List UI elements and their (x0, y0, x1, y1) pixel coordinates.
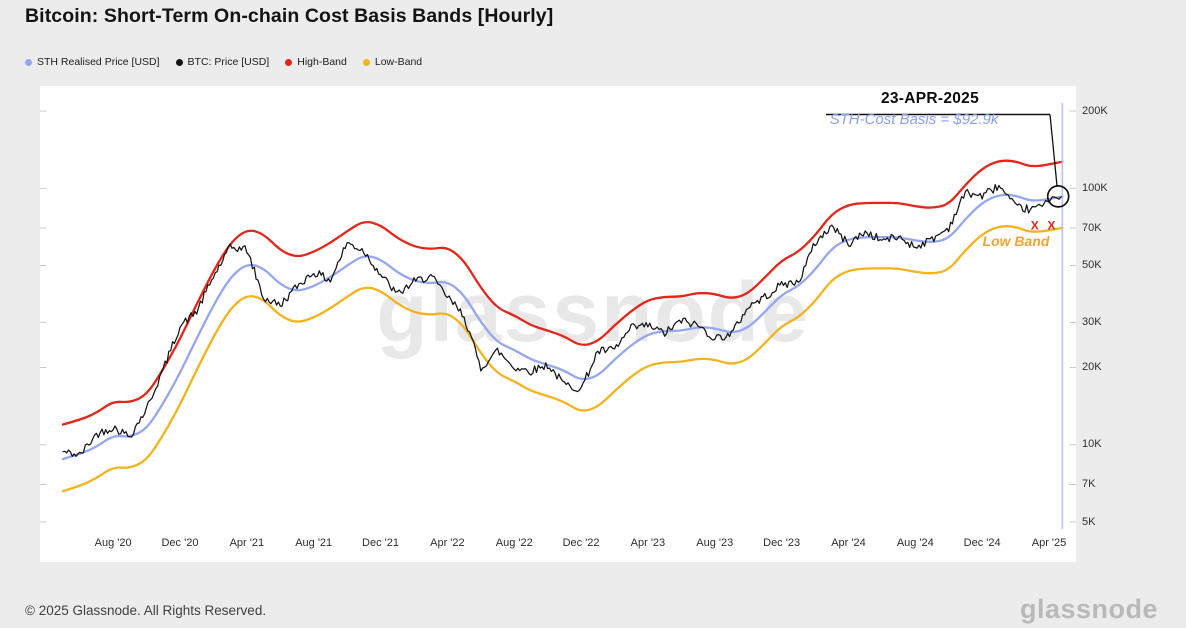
legend-dot-icon (362, 58, 370, 66)
x-axis-label: Aug '21 (295, 537, 333, 549)
x-axis-label: Apr '24 (831, 537, 866, 549)
y-axis-label: 100K (1082, 181, 1108, 194)
band-touch-x-mark: X (1047, 219, 1056, 234)
legend-dot-icon (175, 58, 183, 66)
y-axis-label: 30K (1082, 315, 1102, 328)
legend-label: High-Band (297, 56, 347, 68)
legend-item-high-band[interactable]: High-Band (285, 56, 347, 68)
x-axis-label: Aug '20 (94, 537, 132, 549)
legend-dot-icon (285, 58, 293, 66)
x-axis-label: Dec '21 (362, 537, 399, 549)
annotation-cost-basis: STH-Cost Basis = $92.9k (829, 111, 999, 128)
legend-label: Low-Band (374, 56, 423, 68)
legend-item-btc-price-usd-[interactable]: BTC: Price [USD] (175, 56, 270, 68)
x-axis-label: Aug '22 (495, 537, 533, 549)
footer-copyright: © 2025 Glassnode. All Rights Reserved. (25, 603, 267, 618)
x-axis-label: Aug '23 (696, 537, 734, 549)
x-axis-label: Apr '23 (630, 537, 666, 549)
watermark-brand-logo: glassnode (1019, 594, 1158, 624)
y-axis-label: 50K (1082, 259, 1102, 271)
y-axis-label: 5K (1082, 515, 1096, 528)
legend-label: BTC: Price [USD] (187, 56, 270, 68)
legend-label: STH Realised Price [USD] (37, 56, 160, 68)
legend-item-low-band[interactable]: Low-Band (362, 56, 423, 68)
x-axis-label: Dec '23 (763, 537, 801, 549)
y-axis-label: 20K (1082, 361, 1102, 374)
x-axis-label: Dec '24 (963, 537, 1001, 549)
x-axis-label: Apr '22 (430, 537, 465, 549)
y-axis-label: 10K (1082, 438, 1102, 451)
y-axis-label: 7K (1082, 478, 1096, 491)
x-axis-label: Apr '25 (1031, 537, 1067, 549)
legend-dot-icon (25, 58, 32, 66)
y-axis-label: 200K (1082, 104, 1108, 117)
x-axis-label: Dec '20 (161, 537, 199, 549)
x-axis-label: Dec '22 (562, 537, 600, 549)
band-touch-x-mark: X (1030, 218, 1039, 233)
chart-title: Bitcoin: Short-Term On-chain Cost Basis … (25, 5, 554, 27)
annotation-date: 23-APR-2025 (880, 90, 980, 107)
annotation-low-band: Low Band (982, 233, 1050, 249)
y-axis-label: 70K (1082, 221, 1102, 234)
legend: STH Realised Price [USD] BTC: Price [USD]… (25, 56, 422, 68)
x-axis-label: Apr '21 (229, 537, 265, 549)
x-axis-label: Aug '24 (896, 537, 934, 549)
watermark-center: glassnode (376, 265, 810, 359)
legend-item-sth-realised-price-usd-[interactable]: STH Realised Price [USD] (25, 56, 160, 68)
